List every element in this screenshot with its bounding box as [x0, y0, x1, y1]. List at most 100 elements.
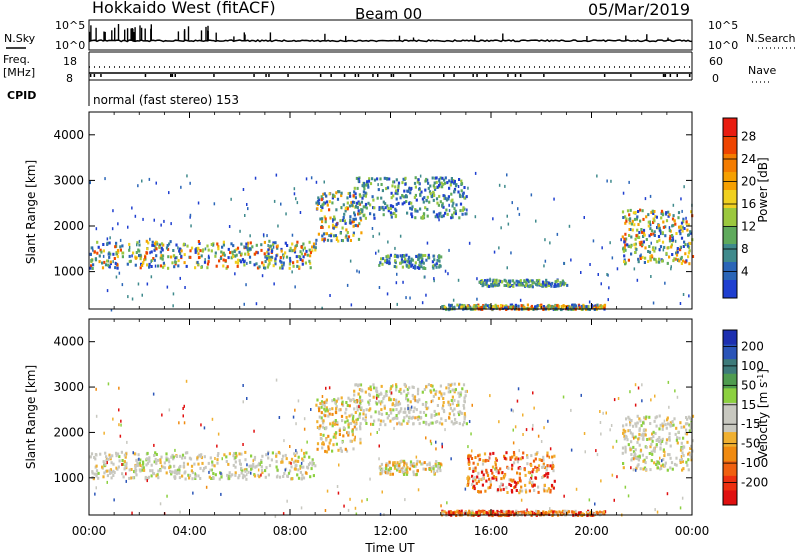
echo-cell: [265, 257, 269, 260]
echo-cell: [403, 459, 406, 463]
echo-cell: [362, 205, 365, 209]
echo-cell: [557, 284, 560, 288]
echo-cell: [139, 257, 142, 261]
echo-cell: [412, 422, 415, 426]
echo-cell: [654, 214, 657, 218]
echo-cell: [637, 260, 640, 264]
echo-cell: [624, 215, 627, 219]
echo-cell: [541, 476, 544, 479]
echo-cell: [354, 217, 357, 221]
echo-cell: [328, 200, 331, 204]
echo-cell: [474, 478, 477, 482]
echo-cell: [196, 249, 199, 253]
echo-cell: [152, 472, 156, 476]
echo-cell: [636, 464, 639, 468]
echo-cell: [179, 252, 182, 255]
echo-cell: [90, 452, 94, 456]
echo-cell: [377, 400, 380, 404]
echo-cell: [540, 512, 543, 516]
echo-cell: [355, 204, 358, 208]
echo-cell: [352, 233, 355, 237]
echo-cell: [596, 511, 599, 515]
echo-cell: [450, 177, 453, 180]
echo-cell: [525, 278, 528, 282]
echo-cell: [148, 262, 151, 266]
echo-cell: [474, 171, 477, 175]
echo-cell: [102, 475, 105, 479]
echo-cell: [359, 395, 362, 399]
echo-cell: [134, 470, 137, 474]
echo-cell: [175, 455, 179, 458]
echo-cell: [416, 180, 419, 184]
echo-cell: [153, 258, 156, 262]
echo-cell: [434, 187, 437, 191]
echo-cell: [320, 400, 324, 404]
echo-cell: [141, 264, 144, 267]
echo-cell: [630, 440, 633, 444]
echo-cell: [107, 263, 110, 267]
echo-cell: [638, 427, 641, 431]
echo-cell: [491, 471, 494, 475]
echo-cell: [380, 384, 383, 388]
echo-cell: [392, 398, 395, 402]
echo-cell: [674, 222, 677, 226]
echo-cell: [373, 206, 376, 210]
echo-cell: [148, 177, 151, 181]
echo-cell: [382, 208, 385, 212]
echo-cell: [432, 184, 435, 188]
echo-cell: [242, 400, 244, 404]
echo-cell: [369, 385, 372, 389]
echo-cell: [411, 464, 414, 468]
echo-cell: [650, 241, 652, 245]
echo-cell: [118, 408, 120, 412]
echo-cell: [497, 514, 500, 518]
echo-cell: [110, 470, 113, 474]
echo-cell: [328, 234, 330, 237]
echo-cell: [495, 466, 498, 470]
echo-cell: [232, 454, 235, 458]
echo-cell: [114, 266, 117, 270]
echo-cell: [531, 474, 533, 478]
echo-cell: [394, 464, 397, 468]
echo-cell: [184, 477, 187, 481]
echo-cell: [167, 247, 170, 251]
echo-cell: [510, 251, 512, 255]
echo-cell: [104, 177, 106, 181]
echo-cell: [343, 212, 346, 216]
echo-cell: [389, 467, 392, 470]
echo-cell: [395, 403, 398, 407]
echo-cell: [466, 304, 469, 308]
echo-cell: [544, 259, 547, 263]
echo-cell: [662, 220, 665, 224]
station-title: Hokkaido West (fitACF): [92, 0, 276, 17]
echo-cell: [395, 388, 398, 392]
echo-cell: [686, 440, 689, 444]
echo-cell: [478, 490, 481, 494]
echo-cell: [161, 413, 163, 417]
echo-cell: [204, 465, 207, 469]
echo-cell: [642, 217, 645, 221]
echo-cell: [350, 201, 353, 205]
echo-cell: [534, 476, 537, 480]
echo-cell: [633, 267, 636, 271]
echo-cell: [378, 206, 381, 210]
echo-cell: [558, 283, 561, 287]
echo-cell: [637, 257, 640, 261]
echo-cell: [328, 407, 331, 411]
echo-cell: [531, 470, 534, 474]
echo-cell: [395, 209, 398, 213]
echo-cell: [602, 411, 604, 415]
echo-cell: [402, 177, 405, 181]
echo-cell: [476, 462, 479, 466]
echo-cell: [557, 306, 560, 310]
echo-cell: [547, 472, 550, 475]
echo-cell: [394, 214, 398, 218]
echo-cell: [509, 303, 512, 307]
echo-cell: [493, 278, 496, 282]
echo-cell: [641, 255, 644, 259]
echo-cell: [503, 456, 506, 460]
echo-cell: [398, 410, 401, 414]
echo-cell: [228, 471, 231, 475]
echo-cell: [437, 412, 440, 416]
echo-cell: [382, 257, 385, 261]
